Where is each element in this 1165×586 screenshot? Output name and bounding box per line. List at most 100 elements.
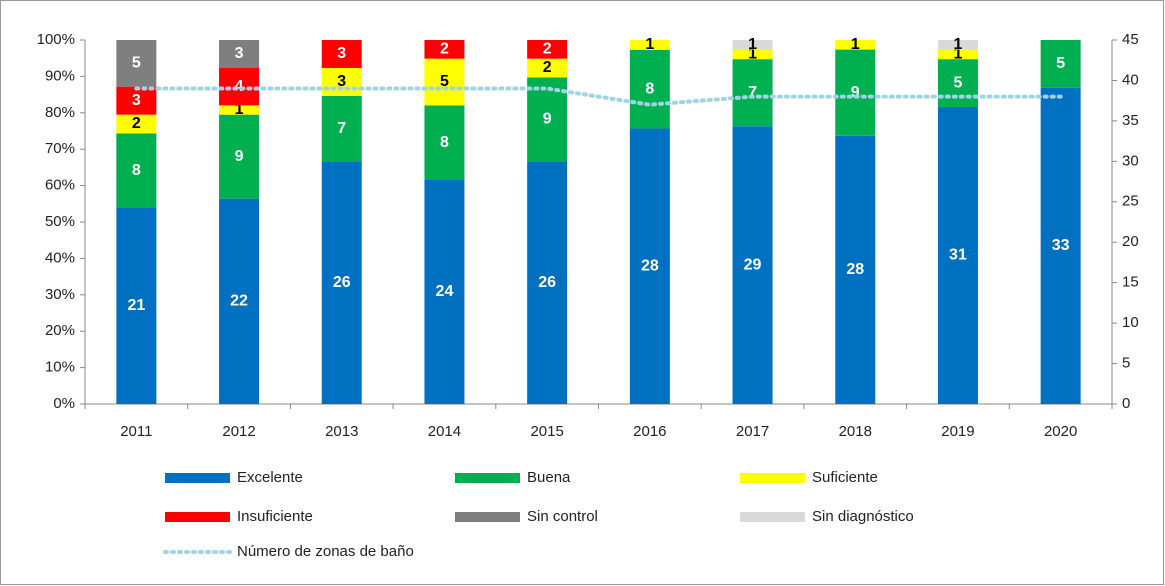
data-label: 7 bbox=[337, 120, 346, 137]
data-label: 29 bbox=[744, 256, 762, 273]
y2-tick-label: 5 bbox=[1122, 355, 1130, 372]
legend-label: Sin diagnóstico bbox=[812, 508, 914, 525]
data-label: 3 bbox=[132, 92, 141, 109]
bar-segment bbox=[116, 208, 157, 404]
legend-swatch bbox=[740, 473, 805, 483]
y-tick-label: 40% bbox=[45, 249, 75, 266]
legend-label: Sin control bbox=[527, 508, 598, 525]
bar-segment bbox=[116, 86, 157, 115]
data-label: 5 bbox=[440, 73, 449, 90]
legend-swatch bbox=[165, 512, 230, 522]
legend-swatch bbox=[165, 473, 230, 483]
y-tick-label: 80% bbox=[45, 104, 75, 121]
x-tick-label: 2011 bbox=[120, 423, 152, 440]
bar-segment bbox=[424, 40, 465, 59]
bar-segment bbox=[116, 40, 157, 87]
bar-segment bbox=[219, 40, 260, 68]
x-tick-label: 2012 bbox=[222, 423, 255, 440]
y2-tick-label: 10 bbox=[1122, 314, 1139, 331]
data-label: 9 bbox=[543, 111, 552, 128]
bar-segment bbox=[219, 105, 260, 115]
y2-tick-label: 0 bbox=[1122, 395, 1130, 412]
data-label: 5 bbox=[1056, 55, 1065, 72]
y2-tick-label: 30 bbox=[1122, 152, 1139, 169]
data-label: 26 bbox=[538, 274, 556, 291]
bar-segment bbox=[527, 77, 568, 162]
data-label: 8 bbox=[645, 80, 654, 97]
bar-segment bbox=[424, 105, 465, 180]
bar-segment bbox=[937, 49, 978, 60]
legend-swatch bbox=[455, 512, 520, 522]
data-label: 8 bbox=[440, 134, 449, 151]
data-label: 21 bbox=[127, 297, 145, 314]
legend-swatch bbox=[740, 512, 805, 522]
legend-label: Buena bbox=[527, 469, 571, 486]
bar-segment bbox=[629, 40, 670, 50]
data-label: 24 bbox=[436, 283, 454, 300]
bar-segment bbox=[732, 126, 773, 405]
bar-segment bbox=[116, 133, 157, 208]
bar-segment bbox=[321, 96, 362, 162]
x-tick-label: 2019 bbox=[941, 423, 974, 440]
x-tick-label: 2017 bbox=[736, 423, 769, 440]
bar-segment bbox=[937, 40, 978, 50]
bar-segment bbox=[629, 49, 670, 129]
y-tick-label: 0% bbox=[53, 395, 75, 412]
legend-label: Número de zonas de baño bbox=[237, 543, 414, 560]
x-tick-label: 2020 bbox=[1044, 423, 1077, 440]
legend-swatch bbox=[455, 473, 520, 483]
y-tick-label: 50% bbox=[45, 213, 75, 230]
y-tick-label: 70% bbox=[45, 140, 75, 157]
bar-segment bbox=[732, 59, 773, 127]
data-label: 3 bbox=[337, 73, 346, 90]
bar-segment bbox=[219, 198, 260, 404]
y-tick-label: 30% bbox=[45, 286, 75, 303]
data-label: 31 bbox=[949, 247, 967, 264]
y-tick-label: 10% bbox=[45, 359, 75, 376]
data-label: 9 bbox=[235, 148, 244, 165]
x-tick-label: 2018 bbox=[839, 423, 872, 440]
data-label: 1 bbox=[748, 36, 757, 53]
x-tick-label: 2013 bbox=[325, 423, 358, 440]
data-label: 5 bbox=[132, 55, 141, 72]
bar-segment bbox=[732, 40, 773, 50]
data-label: 1 bbox=[953, 46, 962, 63]
data-label: 4 bbox=[235, 78, 244, 95]
bar-segment bbox=[321, 68, 362, 96]
x-tick-label: 2015 bbox=[530, 423, 563, 440]
data-label: 8 bbox=[132, 162, 141, 179]
bar-segment bbox=[835, 40, 876, 50]
y2-tick-label: 15 bbox=[1122, 274, 1139, 291]
y2-tick-label: 45 bbox=[1122, 31, 1139, 48]
bar-segment bbox=[424, 180, 465, 404]
bar-segment bbox=[219, 68, 260, 106]
line-series bbox=[134, 86, 1063, 107]
y2-tick-label: 25 bbox=[1122, 193, 1139, 210]
data-label: 2 bbox=[543, 59, 552, 76]
legend-label: Insuficiente bbox=[237, 508, 313, 525]
bar-segment bbox=[321, 161, 362, 404]
bar-segment bbox=[732, 49, 773, 60]
data-label: 26 bbox=[333, 274, 351, 291]
data-label: 2 bbox=[543, 41, 552, 58]
y2-tick-label: 35 bbox=[1122, 112, 1139, 129]
x-tick-label: 2016 bbox=[633, 423, 666, 440]
data-label: 28 bbox=[641, 257, 659, 274]
y-tick-label: 100% bbox=[37, 31, 75, 48]
data-label: 28 bbox=[846, 261, 864, 278]
data-label: 7 bbox=[748, 84, 757, 101]
data-label: 1 bbox=[953, 36, 962, 53]
y-tick-label: 60% bbox=[45, 177, 75, 194]
bar-segment bbox=[835, 49, 876, 136]
data-label: 1 bbox=[748, 46, 757, 63]
data-label: 9 bbox=[851, 84, 860, 101]
data-label: 2 bbox=[440, 41, 449, 58]
data-label: 3 bbox=[337, 45, 346, 62]
bar-segment bbox=[629, 128, 670, 405]
x-tick-label: 2014 bbox=[428, 423, 461, 440]
data-label: 2 bbox=[132, 115, 141, 132]
data-label: 33 bbox=[1052, 237, 1070, 254]
data-label: 1 bbox=[235, 101, 244, 118]
data-label: 3 bbox=[235, 45, 244, 62]
